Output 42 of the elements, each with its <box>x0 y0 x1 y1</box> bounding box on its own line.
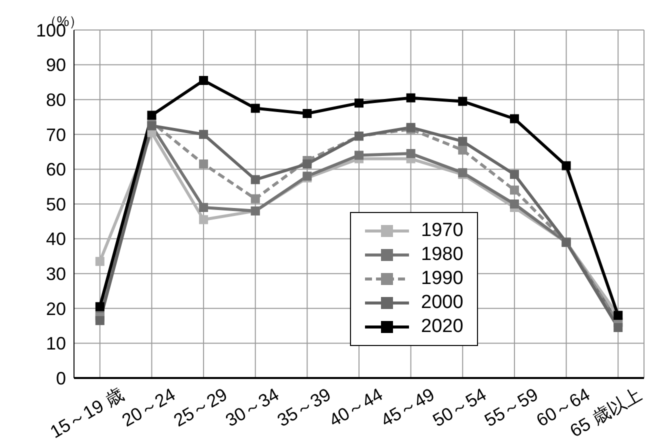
point <box>199 159 208 168</box>
y-tick-label: 60 <box>46 160 66 180</box>
legend-label: 1990 <box>421 268 464 290</box>
point <box>95 256 104 266</box>
point <box>562 161 571 170</box>
point <box>199 202 208 212</box>
y-tick-label: 70 <box>46 124 66 145</box>
point <box>458 96 468 106</box>
point <box>199 215 208 224</box>
y-tick-label: 20 <box>46 298 66 319</box>
point <box>510 186 519 195</box>
point <box>199 130 208 139</box>
point <box>354 98 364 108</box>
y-tick-label: 90 <box>46 55 66 76</box>
y-tick-label: 10 <box>46 334 66 354</box>
legend-label: 1980 <box>421 244 464 266</box>
point <box>510 114 519 124</box>
point <box>250 175 260 184</box>
point <box>510 200 519 208</box>
point <box>95 316 104 326</box>
point <box>302 109 312 118</box>
point <box>95 302 104 312</box>
y-tick-label: 0 <box>56 368 66 388</box>
point <box>250 194 260 204</box>
point <box>147 110 156 120</box>
point <box>458 146 468 155</box>
point <box>354 150 364 160</box>
point <box>250 104 260 113</box>
point <box>302 159 312 168</box>
y-tick-label: 80 <box>46 90 66 110</box>
point <box>406 149 416 158</box>
legend-label: 1970 <box>421 220 464 242</box>
point <box>458 136 468 146</box>
point <box>614 323 623 332</box>
y-tick-label: 30 <box>46 264 66 284</box>
point <box>199 76 208 85</box>
point <box>406 93 416 102</box>
y-tick-label: 40 <box>46 229 66 250</box>
legend-label: 2020 <box>421 316 464 338</box>
legend-label: 2000 <box>421 292 464 314</box>
point <box>510 170 519 179</box>
y-tick-label: 50 <box>46 194 66 214</box>
